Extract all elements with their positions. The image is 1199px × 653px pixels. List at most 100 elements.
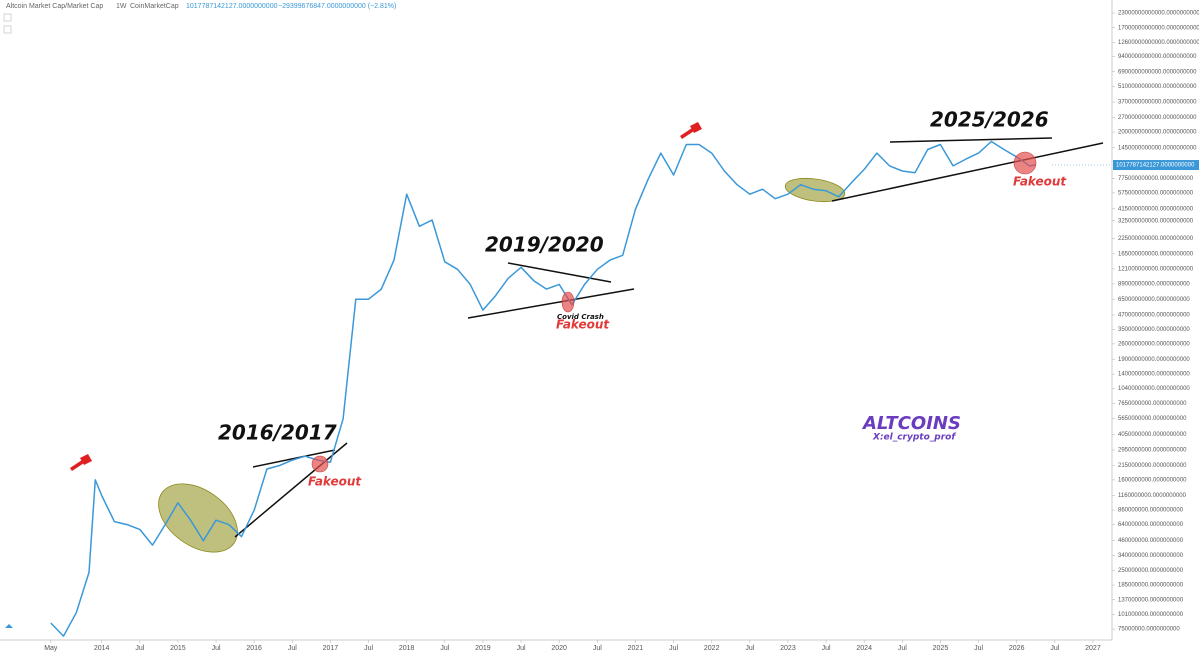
y-tick-label: 101000000.0000000000 — [1118, 612, 1184, 618]
y-tick-label: 2700000000000.0000000000 — [1118, 115, 1197, 121]
y-tick-label: 1160000000.0000000000 — [1118, 493, 1187, 499]
x-tick-label: 2020 — [551, 645, 567, 652]
expand-button[interactable] — [3, 25, 12, 34]
x-tick-label: Jul — [212, 645, 221, 652]
y-tick-label: 1450000000000.0000000000 — [1118, 145, 1197, 151]
x-tick-label: Jul — [898, 645, 907, 652]
y-tick-label: 7650000000.0000000000 — [1118, 401, 1187, 407]
y-tick-label: 165000000000.0000000000 — [1118, 251, 1194, 257]
y-tick-label: 640000000.0000000000 — [1118, 522, 1184, 528]
symbol: Altcoin Market Cap/Market Cap — [6, 3, 103, 10]
y-tick-label: 89000000000.0000000000 — [1118, 281, 1190, 287]
y-tick-label: 26000000000.0000000000 — [1118, 341, 1190, 347]
trendline — [252, 449, 336, 468]
y-tick-label: 47000000000.0000000000 — [1118, 313, 1190, 319]
trendline — [831, 142, 1104, 202]
y-tick-label: 6900000000000.0000000000 — [1118, 69, 1197, 75]
annotation: X:el_crypto_prof — [872, 433, 956, 443]
y-tick-label: 5100000000000.0000000000 — [1118, 84, 1197, 90]
x-tick-label: 2014 — [94, 645, 110, 652]
trendline — [889, 137, 1053, 143]
drawings — [70, 122, 1104, 553]
y-tick-label: 19000000000.0000000000 — [1118, 357, 1190, 363]
change: −29399676847.0000000000 (−2.81%) — [278, 3, 396, 10]
y-tick-label: 75000000.0000000000 — [1118, 627, 1180, 633]
x-tick-label: 2018 — [399, 645, 415, 652]
hammer-icon — [70, 454, 92, 471]
y-tick-label: 250000000.0000000000 — [1118, 568, 1184, 574]
x-tick-label: 2022 — [704, 645, 720, 652]
price-line — [50, 140, 1036, 637]
fakeout-marker — [311, 455, 329, 473]
price-label-box — [1113, 160, 1199, 171]
x-tick-label: 2025 — [933, 645, 949, 652]
y-tick-label: 9400000000000.0000000000 — [1118, 54, 1197, 60]
y-tick-label: 121000000000.0000000000 — [1118, 266, 1194, 272]
y-tick-label: 14000000000.0000000000 — [1118, 372, 1190, 378]
x-tick-label: Jul — [364, 645, 373, 652]
y-tick-label: 1600000000.0000000000 — [1118, 477, 1187, 483]
x-tick-label: Jul — [974, 645, 983, 652]
trendline — [507, 262, 612, 283]
annotation: 2025/2026 — [930, 108, 1049, 132]
y-tick-label: 137000000.0000000000 — [1118, 597, 1184, 603]
annotation: Covid Crash — [557, 313, 604, 321]
annotation: 2019/2020 — [485, 233, 604, 257]
overlay — [311, 151, 1037, 473]
trendline — [467, 288, 635, 319]
fakeout-marker — [1013, 151, 1037, 175]
y-tick-label: 2000000000000.0000000000 — [1118, 130, 1197, 136]
x-tick-label: 2021 — [628, 645, 644, 652]
y-tick-label: 5650000000.0000000000 — [1118, 416, 1187, 422]
x-tick-label: 2016 — [246, 645, 262, 652]
y-tick-label: 185000000.0000000000 — [1118, 583, 1184, 589]
annotation: ALTCOINS — [861, 413, 961, 434]
price: 1017787142127.0000000000 — [186, 3, 278, 10]
x-tick-label: 2023 — [780, 645, 796, 652]
y-tick-label: 65000000000.0000000000 — [1118, 297, 1190, 303]
annotation: Fakeout — [308, 475, 362, 489]
source: CoinMarketCap — [130, 3, 179, 10]
logo — [5, 624, 13, 628]
annotation: Fakeout — [1013, 175, 1067, 189]
y-tick-label: 225000000000.0000000000 — [1118, 236, 1194, 242]
annotation: 2016/2017 — [218, 421, 337, 445]
hammer-icon — [680, 122, 702, 139]
y-tick-label: 3700000000000.0000000000 — [1118, 100, 1197, 106]
y-tick-label: 23000000000000.0000000000 — [1118, 11, 1199, 17]
y-tick-label: 4050000000.0000000000 — [1118, 432, 1187, 438]
plot — [50, 140, 1036, 637]
y-tick-label: 415000000000.0000000000 — [1118, 206, 1194, 212]
x-tick-label: Jul — [288, 645, 297, 652]
collapse-button[interactable] — [3, 13, 12, 22]
x-tick-label: 2017 — [323, 645, 339, 652]
y-tick-label: 2150000000.0000000000 — [1118, 463, 1187, 469]
x-tick-label: 2019 — [475, 645, 491, 652]
y-tick-label: 860000000.0000000000 — [1118, 508, 1184, 514]
x-tick-label: May — [44, 645, 58, 652]
x-tick-label: Jul — [135, 645, 144, 652]
trendline — [234, 442, 348, 538]
x-tick-label: Jul — [669, 645, 678, 652]
accumulation-ellipse — [158, 483, 238, 553]
y-tick-label: 17000000000000.0000000000 — [1118, 25, 1199, 31]
interval: 1W — [116, 3, 127, 10]
x-tick-label: 2015 — [170, 645, 186, 652]
x-tick-label: 2026 — [1009, 645, 1025, 652]
y-tick-label: 12600000000000.0000000000 — [1118, 40, 1199, 46]
y-tick-label: 325000000000.0000000000 — [1118, 218, 1194, 224]
y-tick-label: 10400000000.0000000000 — [1118, 386, 1190, 392]
x-tick-label: 2024 — [856, 645, 872, 652]
x-tick-label: Jul — [517, 645, 526, 652]
y-tick-label: 460000000.0000000000 — [1118, 538, 1184, 544]
x-tick-label: Jul — [822, 645, 831, 652]
fakeout-marker — [561, 291, 575, 313]
annotation: Fakeout — [556, 318, 610, 332]
x-tick-label: Jul — [593, 645, 602, 652]
y-tick-label: 575000000000.0000000000 — [1118, 190, 1194, 196]
y-tick-label: 2950000000.0000000000 — [1118, 448, 1187, 454]
y-tick-label: 340000000.0000000000 — [1118, 553, 1184, 559]
price-label: 1017787142127.0000000000 — [1116, 163, 1195, 169]
